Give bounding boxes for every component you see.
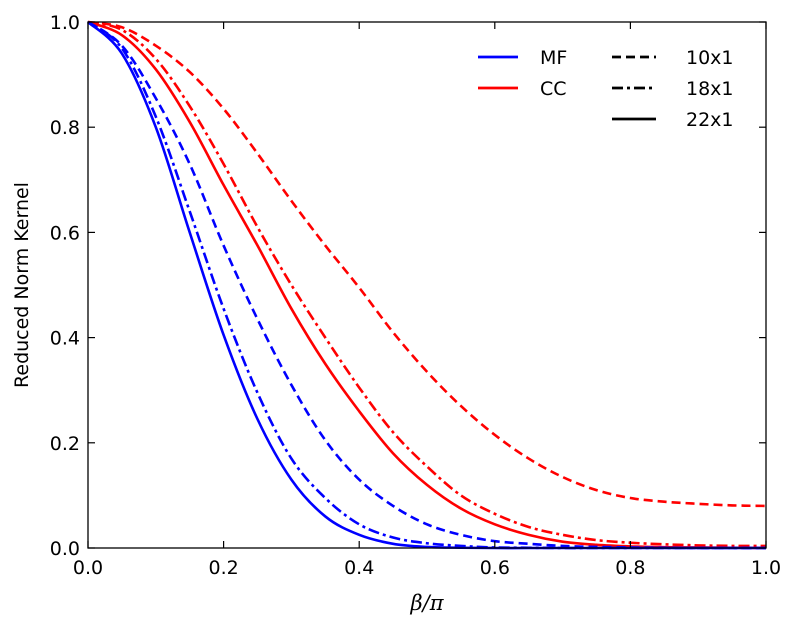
series-line-mf-22x1 bbox=[87, 21, 766, 550]
axis-ticks bbox=[87, 21, 767, 549]
y-tick-label: 0.0 bbox=[50, 538, 80, 560]
legend-label-cc: CC bbox=[540, 78, 567, 100]
legend-label-10x1: 10x1 bbox=[686, 47, 734, 69]
legend-label-18x1: 18x1 bbox=[686, 78, 734, 100]
x-tick-label: 0.4 bbox=[344, 557, 374, 579]
axis-tick-labels: 0.0 0.2 0.4 0.6 0.8 1.0 0.0 0.2 0.4 0.6 0.8 1.0 bbox=[50, 12, 781, 579]
x-tick-label: 1.0 bbox=[751, 557, 781, 579]
legend: MF CC 10x1 18x1 22x1 bbox=[478, 47, 734, 131]
legend-label-22x1: 22x1 bbox=[686, 109, 734, 131]
x-tick-label: 0.6 bbox=[480, 557, 510, 579]
y-tick-label: 1.0 bbox=[50, 12, 80, 34]
y-tick-label: 0.2 bbox=[50, 433, 80, 455]
series-line-mf-18x1 bbox=[87, 20, 766, 550]
x-axis-label: β/π bbox=[409, 591, 444, 615]
series-line-cc-22x1 bbox=[87, 20, 767, 550]
y-tick-label: 0.4 bbox=[50, 328, 80, 350]
series-line-cc-18x1 bbox=[87, 20, 767, 548]
legend-label-mf: MF bbox=[540, 47, 567, 69]
x-tick-label: 0.8 bbox=[615, 557, 645, 579]
plot-frame bbox=[87, 21, 767, 549]
x-tick-label: 0.2 bbox=[208, 557, 238, 579]
y-tick-label: 0.8 bbox=[50, 117, 80, 139]
series-line-cc-10x1 bbox=[87, 20, 767, 508]
series-line-mf-10x1 bbox=[87, 20, 766, 550]
y-tick-label: 0.6 bbox=[50, 222, 80, 244]
x-tick-label: 0.0 bbox=[73, 557, 103, 579]
plot-lines bbox=[87, 20, 767, 550]
y-axis-label: Reduced Norm Kernel bbox=[11, 182, 33, 388]
